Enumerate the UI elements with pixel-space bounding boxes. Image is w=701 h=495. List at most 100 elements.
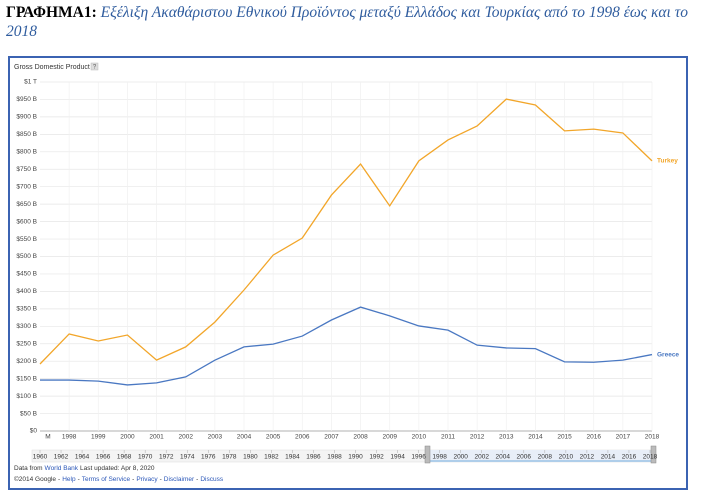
timeline-handle[interactable]	[424, 445, 431, 464]
footer-link[interactable]: Discuss	[200, 476, 224, 483]
footer-line: Data from World Bank Last updated: Apr 8, …	[14, 465, 155, 472]
x-tick-label: 2000	[120, 434, 135, 441]
help-box[interactable]	[90, 62, 99, 71]
timeline-label: 1960	[33, 454, 48, 461]
footer-text: Last updated: Apr 8, 2020	[80, 465, 155, 472]
series-line	[40, 306, 653, 386]
footer-link[interactable]: Terms of Service	[82, 476, 131, 483]
timeline-label: 2016	[622, 454, 637, 461]
footer-text: -	[58, 476, 60, 483]
x-tick-label: 2011	[441, 434, 455, 441]
y-tick-label: $700 B	[16, 183, 37, 190]
timeline-label: 1980	[243, 454, 258, 461]
x-tick-label: 2015	[557, 434, 572, 441]
timeline-label: 2010	[559, 454, 574, 461]
x-tick-label: 2008	[353, 434, 368, 441]
timeline-label: 1972	[159, 454, 174, 461]
series-label: Turkey	[657, 158, 678, 165]
y-tick-label: $250 B	[16, 340, 37, 347]
x-tick-label: 1999	[91, 434, 106, 441]
footer-link[interactable]: World Bank	[45, 465, 79, 472]
help-icon[interactable]: ?	[93, 65, 97, 71]
figure-title: ΓΡΑΦΗΜΑ1: Εξέλιξη Ακαθάριστου Εθνικού Πρ…	[6, 3, 698, 41]
timeline-label: 2002	[474, 454, 489, 461]
timeline-label: 1986	[306, 454, 321, 461]
timeline-handle[interactable]	[650, 445, 657, 464]
x-tick-label: 2017	[616, 434, 631, 441]
timeline-label: 2018	[643, 454, 658, 461]
x-tick-label: 2016	[586, 434, 601, 441]
x-tick-label: 2001	[149, 434, 164, 441]
timeline-label: 1966	[96, 454, 111, 461]
timeline-label: 1964	[75, 454, 90, 461]
timeline-label: 1982	[264, 454, 279, 461]
timeline-label: 2000	[453, 454, 468, 461]
x-tick-label: 1998	[62, 434, 77, 441]
x-tick-label: 2003	[208, 434, 223, 441]
y-tick-label: $1 T	[24, 79, 37, 86]
y-tick-label: $100 B	[16, 393, 37, 400]
timeline-label: 1978	[222, 454, 237, 461]
title-prefix: ΓΡΑΦΗΜΑ1:	[6, 4, 97, 21]
timeline-label: 1992	[369, 454, 384, 461]
x-tick-label: 2006	[295, 434, 310, 441]
y-tick-label: $400 B	[16, 288, 37, 295]
x-tick-label: 2009	[382, 434, 397, 441]
y-tick-label: $650 B	[16, 201, 37, 208]
timeline-selection[interactable]	[430, 450, 654, 462]
y-tick-label: $300 B	[16, 323, 37, 330]
footer-text: -	[78, 476, 80, 483]
series-line	[39, 98, 653, 365]
timeline-label: 1990	[348, 454, 363, 461]
x-tick-label: 2005	[266, 434, 281, 441]
footer-text: -	[132, 476, 134, 483]
footer-link[interactable]: Disclaimer	[164, 476, 195, 483]
x-tick-label: 2002	[178, 434, 193, 441]
title-text: Εξέλιξη Ακαθάριστου Εθνικού Προϊόντος με…	[6, 4, 689, 40]
timeline-label: 1968	[117, 454, 132, 461]
timeline-label: 2004	[496, 454, 511, 461]
timeline-label: 1962	[54, 454, 69, 461]
y-tick-label: $850 B	[16, 131, 37, 138]
footer-line: ©2014 Google - Help - Terms of Service - Priva…	[14, 475, 224, 483]
timeline-label: 1970	[138, 454, 153, 461]
timeline-label: 1988	[327, 454, 342, 461]
timeline-label: 1974	[180, 454, 195, 461]
x-tick-label: 2004	[237, 434, 252, 441]
footer-link[interactable]: Privacy	[136, 476, 158, 483]
footer-link[interactable]: Help	[62, 476, 76, 483]
y-tick-label: $450 B	[16, 271, 37, 278]
y-tick-label: $500 B	[16, 253, 37, 260]
y-tick-label: $50 B	[20, 410, 37, 417]
y-tick-label: $600 B	[16, 218, 37, 225]
x-tick-label: 2013	[499, 434, 514, 441]
timeline-label: 2012	[580, 454, 595, 461]
y-tick-label: $750 B	[16, 166, 37, 173]
timeline-label: 1998	[432, 454, 447, 461]
x-tick-label: 2007	[324, 434, 339, 441]
series-label: Greece	[657, 351, 679, 358]
y-tick-label: $550 B	[16, 236, 37, 243]
x-tick-label: 2010	[412, 434, 427, 441]
x-axis-fragment: M	[45, 434, 50, 441]
timeline-label: 1976	[201, 454, 216, 461]
timeline-label: 1984	[285, 454, 300, 461]
footer-text: -	[160, 476, 162, 483]
x-tick-label: 2014	[528, 434, 543, 441]
timeline-label: 2008	[538, 454, 553, 461]
timeline-label: 2006	[517, 454, 532, 461]
timeline-label: 1996	[411, 454, 426, 461]
timeline-label: 1994	[390, 454, 405, 461]
y-tick-label: $900 B	[16, 114, 37, 121]
y-tick-label: $200 B	[16, 358, 37, 365]
chart-frame	[8, 56, 688, 490]
y-tick-label: $950 B	[16, 96, 37, 103]
chart-title: Gross Domestic Product	[14, 64, 90, 71]
y-tick-label: $150 B	[16, 375, 37, 382]
y-tick-label: $350 B	[16, 306, 37, 313]
x-tick-label: 2012	[470, 434, 485, 441]
y-tick-label: $0	[30, 428, 38, 435]
footer-text: -	[196, 476, 198, 483]
footer-text: ©2014 Google	[14, 475, 56, 483]
